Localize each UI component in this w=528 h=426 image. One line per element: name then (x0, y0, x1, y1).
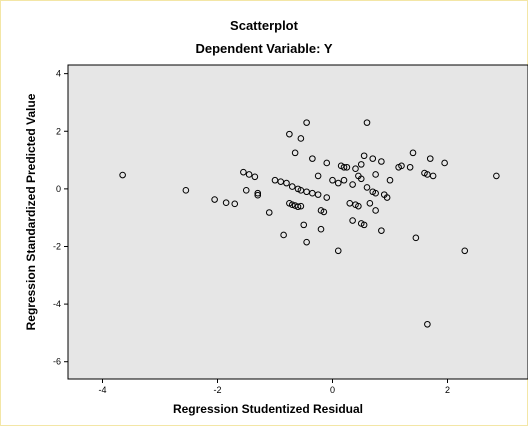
y-axis-title: Regression Standardized Predicted Value (24, 93, 38, 330)
data-point (372, 207, 379, 214)
data-point (231, 200, 239, 208)
data-point (288, 201, 296, 209)
data-point (314, 172, 322, 180)
data-point (294, 203, 302, 211)
data-point (352, 165, 359, 173)
data-point (334, 247, 342, 255)
data-point (242, 187, 250, 194)
data-point (245, 171, 253, 178)
chart-subtitle: Dependent Variable: Y (195, 41, 333, 56)
data-point (303, 119, 310, 126)
x-tick-label: -4 (98, 385, 106, 395)
y-tick-label: -6 (53, 357, 61, 367)
data-point (363, 184, 371, 191)
x-tick-label: -2 (213, 385, 221, 395)
data-point (317, 225, 325, 233)
data-point (357, 175, 365, 183)
data-point (288, 183, 296, 190)
data-point (265, 209, 273, 216)
data-point (286, 130, 293, 138)
data-point (378, 158, 385, 165)
data-point (340, 176, 348, 184)
data-point (349, 217, 356, 224)
data-point (119, 171, 126, 179)
data-point (409, 149, 417, 157)
data-point (280, 231, 287, 239)
data-point (251, 173, 259, 181)
y-tick-label: 4 (56, 69, 61, 79)
data-point (340, 163, 348, 171)
data-point (320, 208, 328, 216)
data-point (366, 199, 374, 207)
data-point (355, 202, 362, 210)
data-point (314, 191, 322, 198)
data-point (240, 168, 247, 176)
x-tick-label: 2 (445, 385, 450, 395)
data-point (323, 194, 331, 201)
plot-area (67, 64, 528, 380)
x-axis-title: Regression Studentized Residual (173, 402, 363, 416)
data-point (360, 221, 368, 229)
data-point (429, 172, 437, 180)
data-point (303, 238, 310, 246)
data-point (378, 227, 385, 234)
data-point (309, 155, 316, 162)
data-point (357, 161, 365, 168)
data-point (254, 191, 262, 199)
data-point (222, 199, 230, 206)
y-tick-label: -2 (53, 241, 61, 251)
data-point (283, 179, 290, 187)
data-point (297, 135, 305, 142)
data-point (398, 162, 405, 170)
data-point (424, 320, 431, 328)
data-point (406, 163, 414, 171)
data-point (461, 247, 469, 255)
data-point (363, 119, 371, 126)
data-point (182, 187, 190, 194)
data-point (383, 194, 391, 201)
data-point (412, 234, 420, 242)
data-point (372, 189, 379, 197)
data-point (291, 149, 299, 157)
y-tick-label: 2 (56, 126, 61, 136)
y-tick-label: -4 (53, 299, 61, 309)
chart-title: Scatterplot (230, 18, 298, 33)
data-point (369, 155, 377, 162)
data-point (300, 221, 308, 229)
data-point (323, 159, 331, 167)
data-point (343, 163, 351, 171)
data-point (372, 171, 379, 178)
data-point (386, 176, 394, 184)
data-point (329, 176, 336, 184)
data-point (493, 172, 500, 180)
data-point (211, 196, 218, 203)
data-point (254, 189, 262, 197)
data-point (441, 159, 448, 167)
data-point (349, 181, 356, 188)
data-point (334, 179, 342, 187)
y-tick-label: 0 (56, 184, 61, 194)
data-point (426, 155, 434, 162)
data-point (297, 202, 305, 210)
x-tick-label: 0 (330, 385, 335, 395)
data-point (360, 152, 368, 160)
